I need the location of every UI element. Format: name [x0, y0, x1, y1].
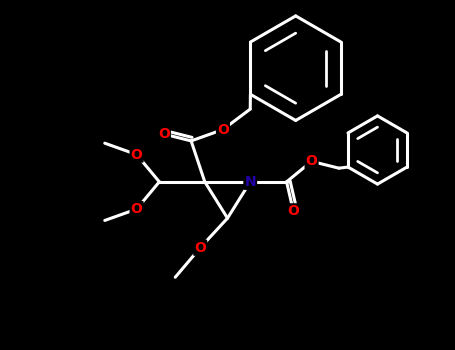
Text: O: O	[306, 154, 318, 168]
Text: O: O	[158, 127, 170, 141]
Text: O: O	[194, 241, 206, 255]
Text: O: O	[131, 148, 142, 162]
Text: O: O	[217, 122, 229, 136]
Text: O: O	[131, 202, 142, 216]
Text: O: O	[288, 204, 299, 218]
Text: N: N	[244, 175, 256, 189]
